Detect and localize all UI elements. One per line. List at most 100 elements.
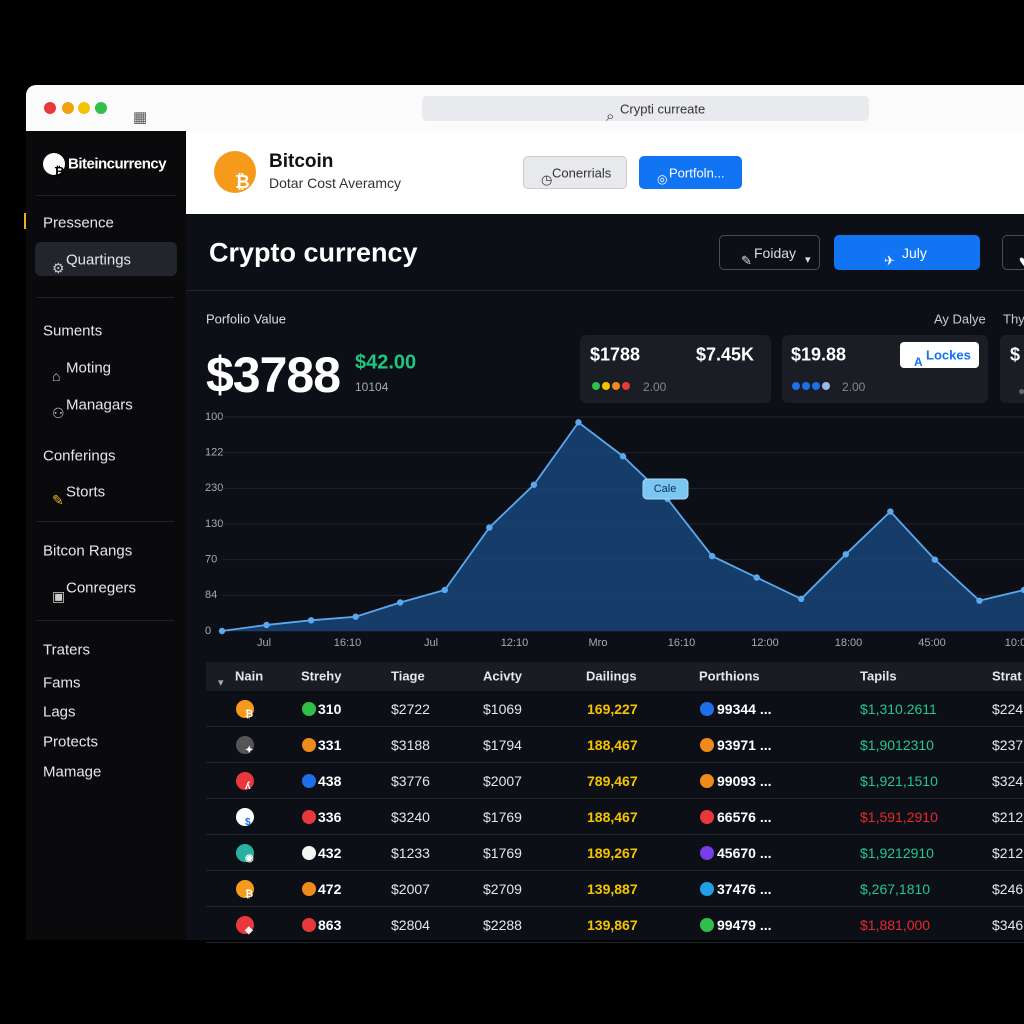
filter-button[interactable] <box>719 235 820 270</box>
data-point <box>307 617 315 624</box>
card-value: $1788 <box>590 344 641 365</box>
sidebar-item[interactable]: Conferings <box>43 447 116 465</box>
data-point <box>931 556 939 563</box>
primary-button[interactable] <box>834 235 980 270</box>
sidebar-item[interactable]: Managars <box>66 396 133 414</box>
table-cell: $1233 <box>391 845 430 861</box>
column-header: Nain <box>235 668 264 684</box>
table-cell: $2007 <box>391 881 430 897</box>
data-point <box>798 595 805 603</box>
table-row[interactable] <box>206 799 1024 835</box>
x-tick-label: 16:10 <box>334 637 362 649</box>
table-cell: $224 <box>992 701 1024 717</box>
status-dot <box>792 382 800 390</box>
column-header: Porthions <box>699 668 760 684</box>
y-tick-label: 0 <box>205 625 211 637</box>
sidebar-item[interactable]: Lags <box>43 703 76 721</box>
sidebar-item[interactable]: Protects <box>43 733 99 751</box>
table-cell: 45670 ... <box>717 845 772 861</box>
x-tick-label: Mro <box>589 637 608 649</box>
portfolio-change: $42.00 <box>355 351 417 374</box>
card-button[interactable] <box>900 342 979 368</box>
table-row[interactable] <box>206 907 1024 943</box>
sidebar-item[interactable]: Fams <box>43 674 81 692</box>
card-value: $19.88 <box>791 344 847 365</box>
coin-badge <box>236 772 254 790</box>
header-button[interactable] <box>523 156 627 189</box>
table-cell: $1769 <box>483 809 522 825</box>
sidebar-item[interactable]: Conregers <box>66 579 137 597</box>
sidebar-item[interactable]: Pressence <box>43 214 114 232</box>
status-dot <box>700 810 714 824</box>
status-dot <box>700 882 714 896</box>
table-row[interactable] <box>206 763 1024 799</box>
coin-badge <box>236 700 254 718</box>
sidebar-item[interactable]: Moting <box>66 359 112 377</box>
status-dot <box>302 810 316 824</box>
x-tick-label: 12:10 <box>501 637 529 649</box>
brand-name: Biteincurrency <box>68 155 167 173</box>
column-header: Strat <box>992 668 1022 684</box>
y-tick-label: 84 <box>205 589 217 601</box>
data-point <box>263 621 270 629</box>
sidebar-item[interactable]: Traters <box>43 641 90 659</box>
column-header: Strehy <box>301 668 342 684</box>
active-marker <box>24 213 26 229</box>
stat-card <box>1000 335 1024 403</box>
table-cell: $3188 <box>391 737 430 753</box>
data-point <box>441 586 448 594</box>
data-point <box>352 613 359 620</box>
table-cell: 472 <box>318 881 342 897</box>
status-dot <box>700 738 714 752</box>
table-cell: $1,9012310 <box>860 737 934 753</box>
card-note: 2.00 <box>643 380 667 394</box>
table-row[interactable] <box>206 691 1024 727</box>
status-dot <box>302 882 316 896</box>
x-tick-label: 16:10 <box>668 637 696 649</box>
coin-badge <box>236 808 254 826</box>
table-cell: $1794 <box>483 737 522 753</box>
stat-card <box>580 335 771 403</box>
coin-badge <box>236 880 254 898</box>
sidebar-divider <box>36 297 174 298</box>
table-cell: 99093 ... <box>717 773 772 789</box>
coin-name: Bitcoin <box>269 151 334 172</box>
status-dot <box>700 918 714 932</box>
portfolio-change-sub: 10104 <box>355 380 389 394</box>
search-text: Crypti curreate <box>620 101 706 117</box>
sidebar-item[interactable]: Storts <box>66 483 106 501</box>
table-cell: 99479 ... <box>717 917 772 933</box>
status-dot <box>592 382 600 390</box>
header-button[interactable] <box>639 156 742 189</box>
table-cell: 169,227 <box>587 701 638 717</box>
data-point <box>887 508 894 515</box>
button-label: Conerrials <box>552 165 612 181</box>
table-row[interactable] <box>206 871 1024 907</box>
data-point <box>753 574 760 581</box>
sidebar-item[interactable]: Suments <box>43 322 103 340</box>
favorite-button[interactable] <box>1002 235 1024 270</box>
column-header: Dailings <box>586 668 637 684</box>
table-cell: $346 <box>992 917 1024 933</box>
window-dot <box>95 102 107 114</box>
search-bar[interactable] <box>422 96 869 121</box>
sidebar-item[interactable]: Mamage <box>43 763 102 781</box>
table-cell: $2722 <box>391 701 430 717</box>
table-row[interactable] <box>206 835 1024 871</box>
y-tick-label: 100 <box>205 411 223 423</box>
status-dot <box>700 774 714 788</box>
portfolio-value: $3788 <box>206 347 341 403</box>
sidebar-item[interactable]: Bitcon Rangs <box>43 542 133 560</box>
main-divider <box>186 290 1024 291</box>
data-point <box>976 597 983 604</box>
table-row[interactable] <box>206 727 1024 763</box>
button-label: Lockes <box>926 347 971 363</box>
coin-subtitle: Dotar Cost Averamcy <box>269 175 402 191</box>
data-point <box>619 453 627 460</box>
table-cell: $3776 <box>391 773 430 789</box>
card-value: $ <box>1010 344 1021 365</box>
table-cell: 93971 ... <box>717 737 772 753</box>
sidebar-divider <box>36 521 174 522</box>
sidebar-item[interactable]: Quartings <box>66 251 132 269</box>
table-cell: $324 <box>992 773 1024 789</box>
